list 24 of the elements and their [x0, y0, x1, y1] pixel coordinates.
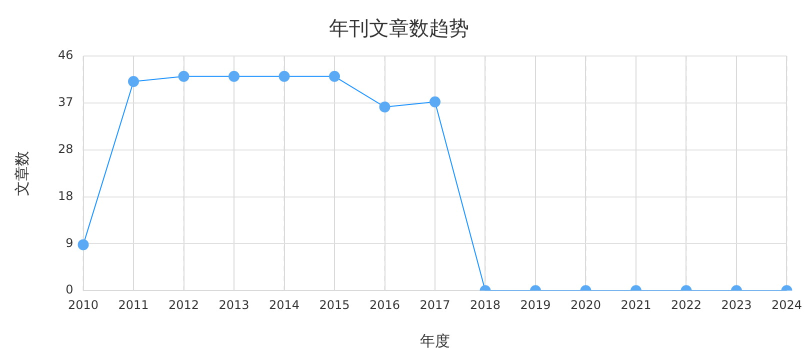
x-tick-label: 2012 [168, 298, 200, 312]
x-tick-label: 2017 [420, 298, 450, 312]
chart-title: 年刊文章数趋势 [329, 16, 469, 40]
x-tick-label: 2013 [218, 298, 250, 312]
x-tick-label: 2023 [721, 298, 752, 312]
x-tick-label: 2018 [470, 298, 501, 312]
x-tick-label: 2024 [771, 298, 802, 312]
x-tick-label: 2011 [118, 298, 149, 312]
x-tick-label: 2022 [670, 298, 702, 312]
y-tick-label: 18 [58, 188, 74, 203]
y-tick-label: 37 [58, 95, 74, 110]
x-tick-label: 2014 [268, 298, 300, 312]
x-tick-label: 2019 [520, 298, 551, 312]
x-tick-label: 2021 [620, 298, 652, 312]
y-tick-label: 28 [58, 142, 74, 156]
x-axis-title: 年度 [420, 332, 450, 350]
x-tick-label: 2020 [570, 298, 602, 312]
x-tick-label: 2010 [68, 298, 99, 312]
x-tick-label: 2015 [319, 298, 350, 312]
y-tick-label: 0 [66, 282, 74, 297]
x-tick-label: 2016 [369, 298, 400, 312]
y-axis-title: 文章数 [12, 150, 31, 196]
y-tick-label: 9 [66, 236, 74, 250]
y-tick-label: 46 [58, 48, 74, 62]
